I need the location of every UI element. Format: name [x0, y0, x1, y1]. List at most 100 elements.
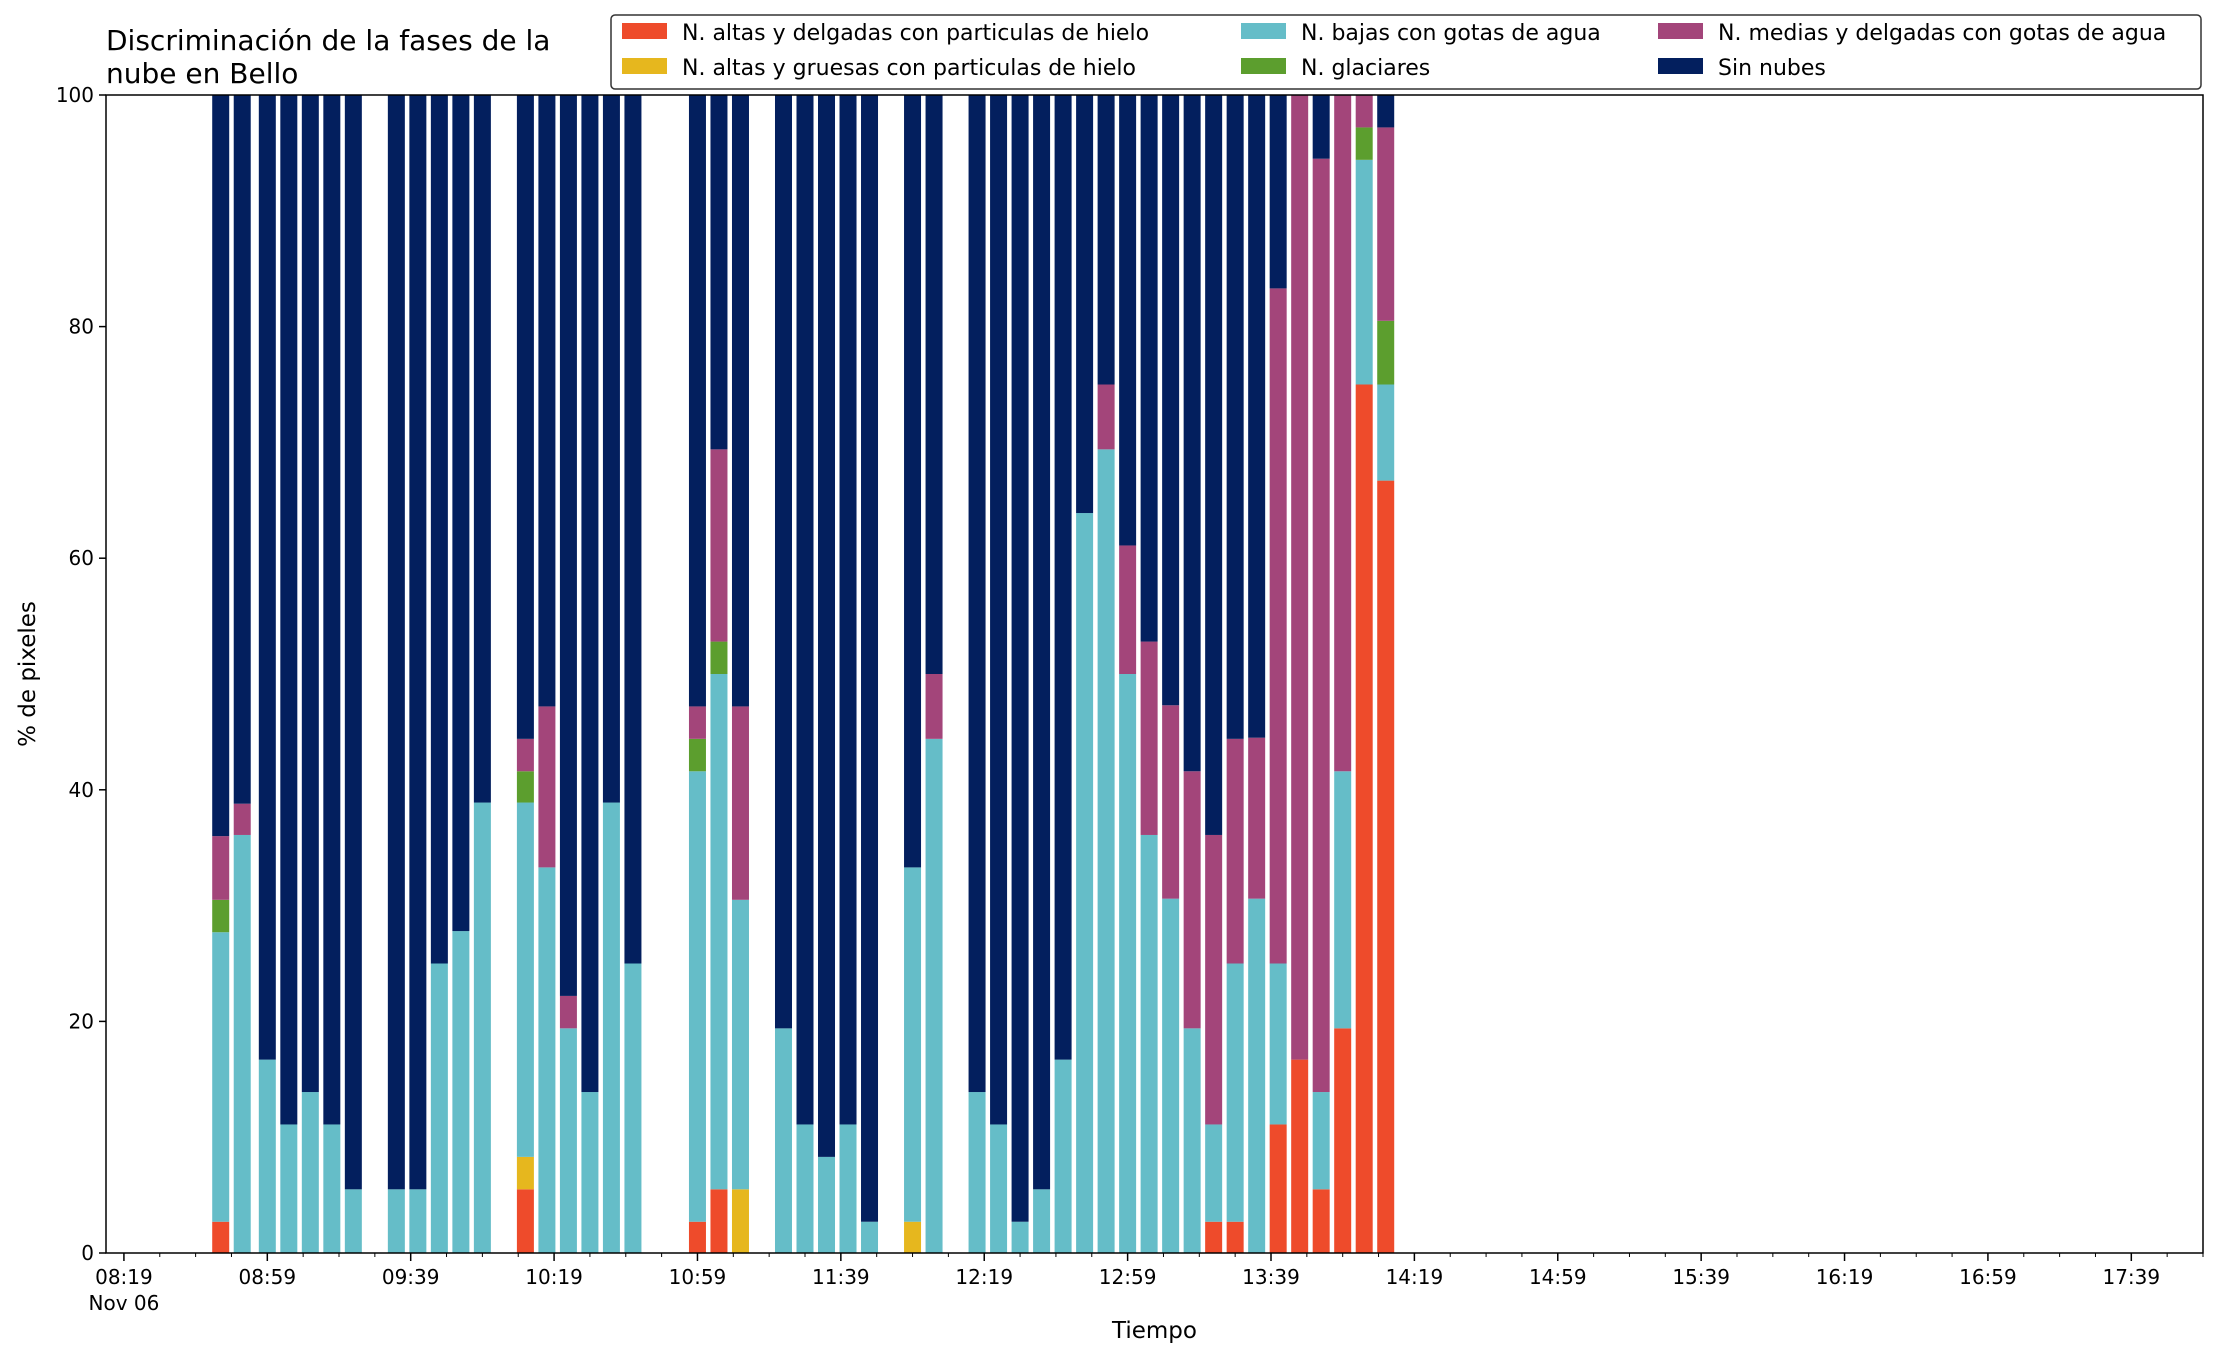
x-tick-label-4: 10:59 — [669, 1265, 727, 1289]
bar-segment-15-5 — [581, 95, 598, 1092]
bar-segment-21-2 — [775, 1028, 792, 1253]
bar-segment-12-5 — [517, 95, 534, 739]
bar-segment-25-5 — [861, 95, 878, 1222]
bar-segment-27-2 — [926, 739, 943, 1253]
bar-segment-10-2 — [452, 931, 469, 1253]
y-tick-label-80: 80 — [69, 315, 94, 339]
bar-segment-40-4 — [1227, 739, 1244, 964]
bar-segment-35-5 — [1119, 95, 1136, 545]
bar-segment-32-2 — [1055, 1060, 1072, 1253]
bar-segment-47-2 — [1377, 385, 1394, 481]
bar-segment-2-5 — [259, 95, 276, 1060]
bar-segment-14-5 — [560, 95, 577, 996]
bar-segment-32-5 — [1055, 95, 1072, 1060]
x-tick-label-2: 09:39 — [382, 1265, 440, 1289]
bar-segment-13-5 — [538, 95, 555, 706]
legend-swatch-4 — [1658, 23, 1703, 39]
bar-segment-0-0 — [212, 1222, 229, 1253]
bar-segment-35-4 — [1119, 545, 1136, 674]
bar-segment-19-3 — [710, 642, 727, 674]
y-tick-label-100: 100 — [56, 83, 94, 107]
bar-segment-19-5 — [710, 95, 727, 449]
bar-segment-44-4 — [1313, 159, 1330, 1092]
bar-segment-33-2 — [1076, 513, 1093, 1253]
bar-segment-41-2 — [1248, 899, 1265, 1253]
bar-segment-26-1 — [904, 1222, 921, 1253]
bar-segment-20-2 — [732, 900, 749, 1190]
bar-segment-28-5 — [969, 95, 986, 1092]
x-tick-label-3: 10:19 — [525, 1265, 583, 1289]
bar-segment-24-2 — [840, 1124, 857, 1253]
bar-segment-39-0 — [1205, 1222, 1222, 1253]
bar-segment-31-5 — [1033, 95, 1050, 1189]
bar-segment-7-5 — [388, 95, 405, 1189]
bar-segment-47-4 — [1377, 127, 1394, 320]
bar-segment-0-3 — [212, 900, 229, 932]
bar-segment-20-1 — [732, 1189, 749, 1253]
bar-segment-14-2 — [560, 1028, 577, 1253]
bar-segment-43-4 — [1291, 95, 1308, 1060]
bar-segment-42-2 — [1270, 964, 1287, 1125]
bar-segment-45-4 — [1334, 95, 1351, 771]
legend-label-2: N. bajas con gotas de agua — [1301, 21, 1601, 46]
bar-segment-46-4 — [1356, 95, 1373, 127]
x-tick-sublabel-0: Nov 06 — [89, 1291, 160, 1315]
bar-segment-19-4 — [710, 449, 727, 641]
chart: Discriminación de la fases de lanube en … — [0, 0, 2216, 1355]
x-tick-label-5: 11:39 — [812, 1265, 870, 1289]
bar-segment-28-2 — [969, 1092, 986, 1253]
bar-segment-24-5 — [840, 95, 857, 1124]
bar-segment-12-3 — [517, 771, 534, 802]
bar-segment-25-2 — [861, 1222, 878, 1253]
bar-segment-13-4 — [538, 706, 555, 867]
legend-swatch-1 — [622, 58, 667, 74]
bar-segment-45-2 — [1334, 771, 1351, 1028]
bar-segment-39-2 — [1205, 1124, 1222, 1221]
bar-segment-44-0 — [1313, 1189, 1330, 1253]
bar-segment-37-4 — [1162, 705, 1179, 898]
legend-label-1: N. altas y gruesas con particulas de hie… — [682, 56, 1136, 81]
bar-segment-17-2 — [624, 964, 641, 1254]
bar-segment-10-5 — [452, 95, 469, 931]
bar-segment-21-5 — [775, 95, 792, 1028]
x-tick-label-7: 12:59 — [1099, 1265, 1157, 1289]
bar-segment-0-5 — [212, 95, 229, 836]
x-tick-label-1: 08:59 — [238, 1265, 296, 1289]
bar-segment-27-4 — [926, 674, 943, 739]
y-tick-label-60: 60 — [69, 546, 94, 570]
legend-label-4: N. medias y delgadas con gotas de agua — [1718, 21, 2166, 46]
bar-segment-42-0 — [1270, 1124, 1287, 1253]
bar-segment-12-0 — [517, 1189, 534, 1253]
bar-segment-3-5 — [280, 95, 297, 1124]
bar-segment-37-5 — [1162, 95, 1179, 705]
bar-segment-29-2 — [990, 1124, 1007, 1253]
bar-segment-3-2 — [280, 1124, 297, 1253]
bar-segment-16-2 — [603, 803, 620, 1253]
bar-segment-26-2 — [904, 867, 921, 1221]
bar-segment-41-5 — [1248, 95, 1265, 738]
bar-segment-0-2 — [212, 932, 229, 1222]
x-tick-label-6: 12:19 — [955, 1265, 1013, 1289]
legend-label-0: N. altas y delgadas con particulas de hi… — [682, 21, 1149, 46]
bar-segment-22-2 — [797, 1124, 814, 1253]
y-axis: 0 20 40 60 80 100 — [56, 83, 106, 1265]
bar-segment-1-4 — [234, 804, 251, 835]
x-axis-label: Tiempo — [1111, 1318, 1197, 1344]
bar-segment-38-4 — [1184, 771, 1201, 1028]
x-tick-label-8: 13:39 — [1242, 1265, 1300, 1289]
bar-segment-19-0 — [710, 1189, 727, 1253]
bar-segment-37-2 — [1162, 899, 1179, 1253]
bar-segment-16-5 — [603, 95, 620, 803]
bar-segment-47-3 — [1377, 321, 1394, 385]
bar-segment-9-2 — [431, 964, 448, 1254]
bar-segment-41-4 — [1248, 738, 1265, 899]
bar-segment-8-5 — [409, 95, 426, 1189]
bar-segment-44-2 — [1313, 1092, 1330, 1189]
bar-segment-18-0 — [689, 1222, 706, 1253]
bar-segment-46-3 — [1356, 127, 1373, 159]
x-tick-label-9: 14:19 — [1386, 1265, 1444, 1289]
chart-title-line-0: Discriminación de la fases de la — [106, 24, 550, 57]
bar-segment-1-5 — [234, 95, 251, 804]
bar-segment-23-5 — [818, 95, 835, 1157]
